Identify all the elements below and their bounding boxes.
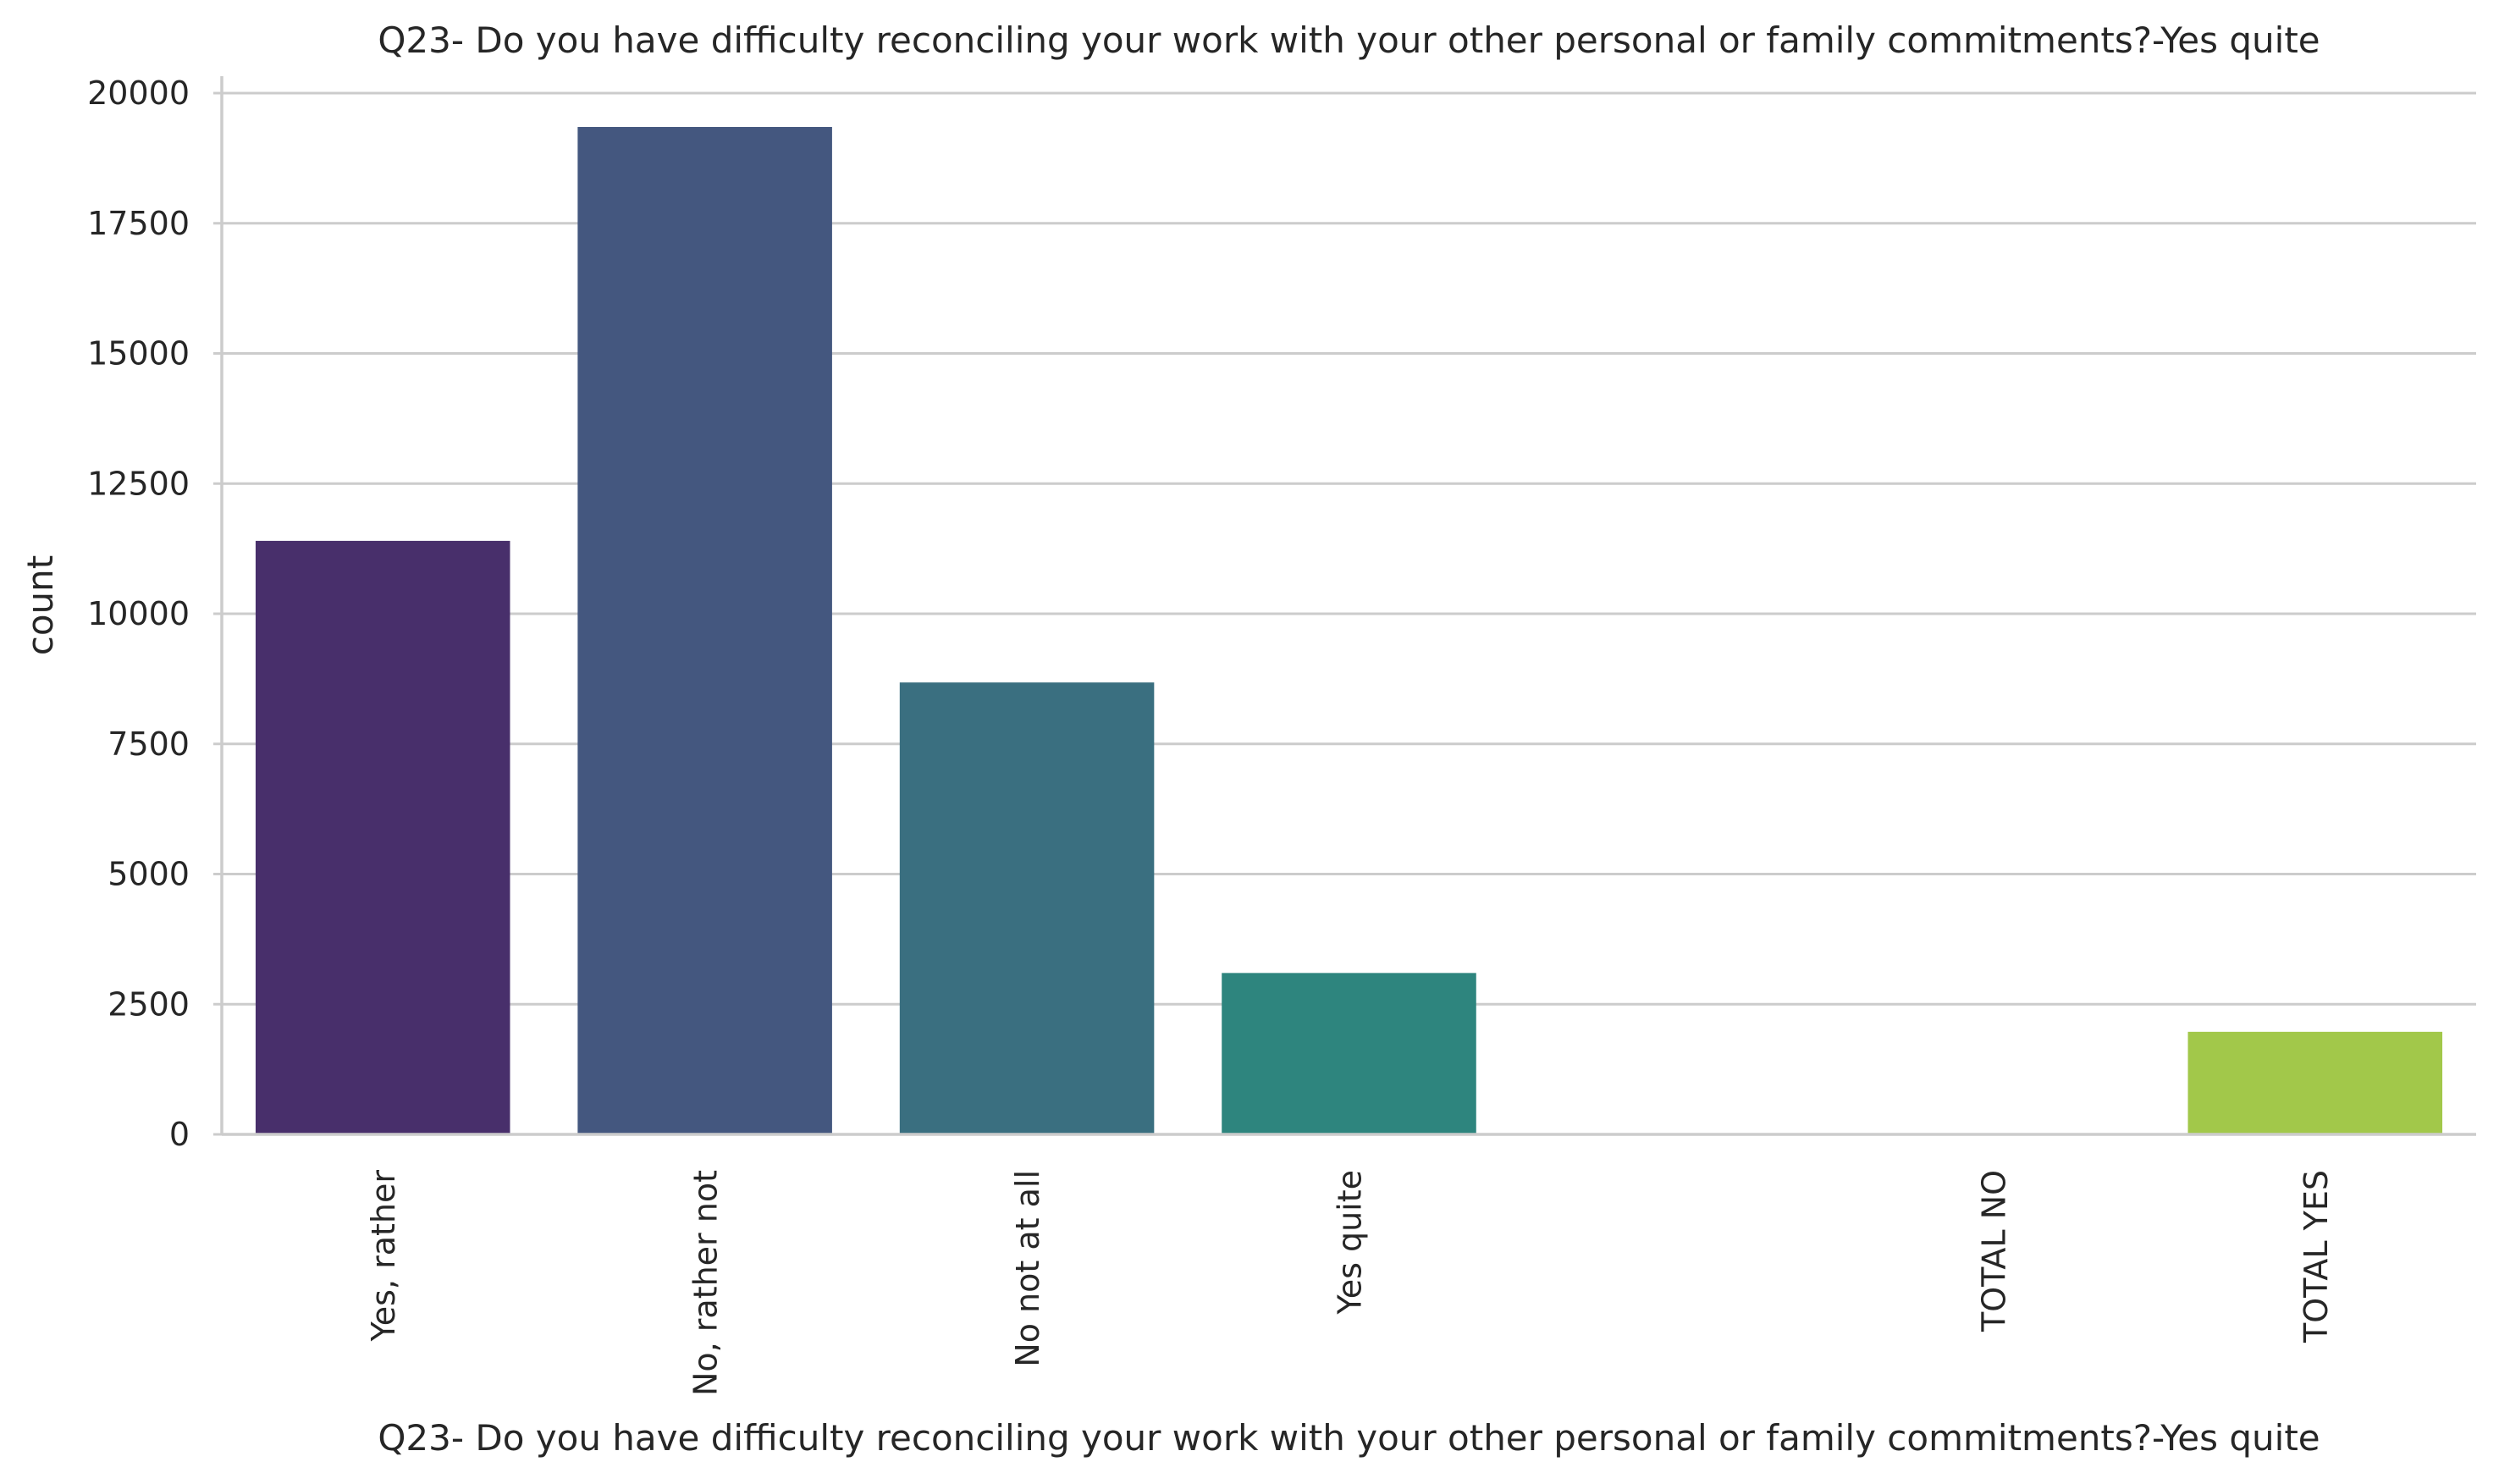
x-tick-label: Yes quite <box>1332 1170 1369 1315</box>
y-tick-label: 7500 <box>108 725 190 763</box>
bars <box>255 126 2443 1135</box>
gridlines <box>222 91 2476 1006</box>
x-tick-label: Yes, rather <box>365 1170 402 1343</box>
bar-yes-quite <box>1222 973 1476 1134</box>
y-tick-labels: 0 2500 5000 7500 10000 12500 15000 17500 20000 <box>87 74 222 1153</box>
y-tick-label: 15000 <box>87 335 190 372</box>
x-axis-label: Q23- Do you have difficulty reconciling … <box>378 1417 2320 1459</box>
x-tick-labels: Yes, rather No, rather not No not at all Ye… <box>365 1170 2335 1396</box>
y-tick-label: 10000 <box>87 595 190 632</box>
bar-no-not-at-all <box>899 682 1155 1134</box>
y-tick-label: 17500 <box>87 205 190 242</box>
chart-title: Q23- Do you have difficulty reconciling … <box>378 19 2320 61</box>
bar-total-yes <box>2187 1031 2443 1134</box>
x-tick-label: TOTAL NO <box>1975 1170 2012 1332</box>
bar-yes-rather <box>255 540 510 1134</box>
y-tick-label: 0 <box>169 1116 190 1153</box>
x-tick-label: TOTAL YES <box>2298 1170 2335 1343</box>
axes <box>220 76 2476 1136</box>
x-tick-label: No not at all <box>1009 1170 1046 1367</box>
y-tick-label: 12500 <box>87 465 190 502</box>
bar-no-rather-not <box>577 126 832 1135</box>
x-tick-label: No, rather not <box>687 1170 725 1396</box>
y-tick-label: 5000 <box>108 856 190 893</box>
y-tick-label: 20000 <box>87 74 190 112</box>
y-tick-label: 2500 <box>108 985 190 1023</box>
y-axis-label: count <box>19 555 61 656</box>
